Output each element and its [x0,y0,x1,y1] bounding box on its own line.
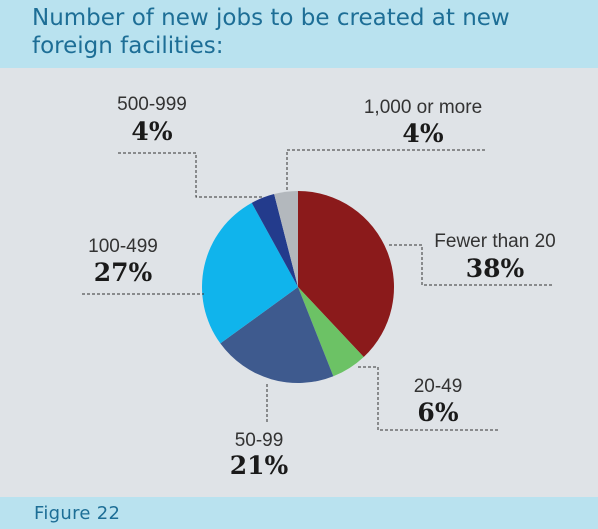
leader-line-1000-or-more [286,149,487,190]
value-500-999: 4% [131,117,172,146]
title-band [0,0,598,68]
label-50-99: 50-99 [235,430,284,451]
pie-slices [201,191,395,384]
pie-slice-20-49 [298,287,364,377]
value-50-99: 21% [230,451,289,480]
pie-slice-fewer-than-20 [298,191,395,357]
pie-slice-50-99 [220,287,334,384]
pie-slice-500-999 [251,194,298,287]
leader-line-20-49 [358,366,500,431]
value-fewer-than-20: 38% [466,254,525,283]
value-1000-or-more: 4% [402,119,443,148]
value-100-499: 27% [94,258,153,287]
label-20-49: 20-49 [414,376,463,397]
figure-label: Figure 22 [34,503,121,524]
pie-slice-100-499 [201,202,298,344]
figure-band [0,497,598,529]
label-100-499: 100-499 [88,236,158,257]
label-1000-or-more: 1,000 or more [364,97,482,118]
label-fewer-than-20: Fewer than 20 [434,231,555,252]
leader-line-500-999 [118,152,262,198]
value-20-49: 6% [417,398,458,427]
label-500-999: 500-999 [117,94,187,115]
leader-line-fewer-than-20 [389,244,553,286]
pie-slice-1-000-or-more [274,191,298,287]
chart-title: Number of new jobs to be created at new … [32,5,510,59]
